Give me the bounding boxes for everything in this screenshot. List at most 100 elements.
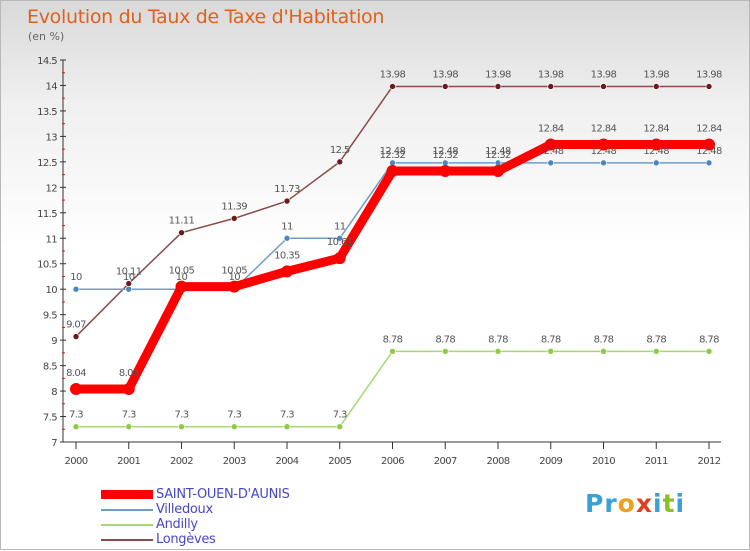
logo-letter: t [662, 489, 676, 518]
legend-item-longeves[interactable]: Longèves [101, 532, 401, 547]
data-point [703, 138, 715, 151]
data-point [652, 348, 660, 355]
data-point [178, 229, 185, 236]
x-tick-label: 2006 [381, 456, 404, 467]
logo-letter: x [635, 489, 653, 518]
data-point [228, 280, 241, 293]
data-label: 13.98 [380, 69, 406, 80]
data-point [494, 348, 502, 355]
legend-item-saint-ouen[interactable]: SAINT-OUEN-D'AUNIS [101, 487, 401, 502]
y-tick-label: 12 [45, 183, 57, 194]
y-tick-label: 12.5 [37, 158, 57, 169]
data-point [122, 383, 135, 396]
data-point [652, 83, 660, 90]
y-tick-label: 13 [45, 132, 57, 143]
y-tick-label: 10.5 [37, 260, 57, 271]
data-label: 12.48 [696, 146, 722, 157]
data-label: 8.78 [488, 334, 508, 345]
data-label: 13.98 [432, 69, 458, 80]
data-point [705, 83, 713, 90]
data-label: 7.3 [280, 410, 294, 421]
data-label: 7.3 [122, 410, 136, 421]
x-tick-label: 2000 [64, 456, 87, 467]
data-label: 8.04 [66, 368, 86, 379]
data-label: 12.48 [485, 146, 511, 157]
x-tick-label: 2010 [592, 456, 615, 467]
y-tick-label: 7 [51, 438, 57, 449]
data-point [600, 83, 607, 90]
data-point [336, 234, 344, 242]
logo-letter: o [617, 489, 636, 518]
y-tick-label: 11 [45, 234, 57, 245]
data-label: 11.73 [274, 184, 300, 195]
data-label: 13.98 [485, 69, 511, 80]
legend-label: Andilly [156, 517, 198, 532]
data-label: 11 [334, 221, 346, 232]
logo-letter: i [653, 489, 663, 518]
data-point [494, 83, 502, 90]
y-tick-label: 11.5 [37, 209, 57, 220]
x-tick-label: 2012 [697, 456, 720, 467]
data-label: 8.78 [594, 334, 614, 345]
x-tick-label: 2003 [223, 456, 246, 467]
data-label: 8.78 [646, 334, 666, 345]
data-point [597, 138, 610, 151]
x-tick-label: 2007 [434, 456, 457, 467]
y-tick-label: 14.5 [37, 56, 57, 67]
data-label: 12.48 [643, 146, 669, 157]
data-point [492, 165, 504, 178]
chart-title: Evolution du Taux de Taxe d'Habitation [27, 6, 385, 28]
logo-letter: r [604, 489, 618, 518]
data-label: 12.32 [485, 150, 511, 161]
data-label: 8.78 [541, 334, 561, 345]
legend-label: SAINT-OUEN-D'AUNIS [156, 487, 290, 502]
y-tick-label: 14 [45, 81, 57, 92]
y-tick-label: 9.5 [43, 311, 57, 322]
data-point [175, 280, 188, 293]
legend-item-andilly[interactable]: Andilly [101, 517, 401, 532]
data-label: 12.5 [330, 145, 350, 156]
legend: SAINT-OUEN-D'AUNIS Villedoux Andilly Lon… [101, 487, 401, 547]
x-tick-label: 2004 [275, 456, 298, 467]
data-label: 10.35 [274, 250, 300, 261]
data-label: 13.98 [591, 69, 617, 80]
data-label: 12.84 [591, 124, 617, 135]
data-label: 10.05 [169, 266, 195, 277]
logo-letter: i [675, 489, 686, 518]
data-point [283, 197, 291, 205]
axes: 7 7.5 8 8.5 9 9.5 10 10.5 11 11.5 12 12.5 13 13.5 14 14… [37, 56, 721, 467]
data-label: 12.48 [538, 146, 564, 157]
data-label: 12.32 [432, 150, 458, 161]
data-point [72, 285, 80, 293]
data-label: 8.78 [699, 334, 719, 345]
data-point [650, 138, 663, 151]
data-point [386, 165, 399, 178]
data-label: 10 [228, 272, 240, 283]
data-point [389, 348, 396, 355]
data-point [547, 348, 555, 355]
data-point [333, 252, 346, 265]
legend-swatch [101, 490, 153, 499]
data-label: 8.78 [383, 334, 403, 345]
data-point [705, 348, 713, 355]
data-label: 13.98 [643, 69, 669, 80]
legend-item-villedoux[interactable]: Villedoux [101, 502, 401, 517]
data-label: 12.84 [643, 124, 669, 135]
data-point [72, 333, 80, 340]
data-point [281, 265, 293, 278]
legend-label: Villedoux [156, 502, 213, 517]
data-point [652, 159, 660, 167]
data-label: 8.78 [435, 334, 455, 345]
data-point [389, 83, 396, 90]
x-tick-label: 2001 [117, 456, 140, 467]
y-tick-label: 10 [45, 285, 57, 296]
logo-letter: P [585, 489, 605, 518]
proxiti-logo: Proxiti [585, 489, 685, 518]
data-label: 7.3 [333, 410, 347, 421]
data-label: 9.07 [66, 320, 86, 331]
data-label: 11.39 [221, 201, 247, 212]
data-label: 7.3 [174, 410, 188, 421]
x-tick-label: 2002 [170, 456, 193, 467]
